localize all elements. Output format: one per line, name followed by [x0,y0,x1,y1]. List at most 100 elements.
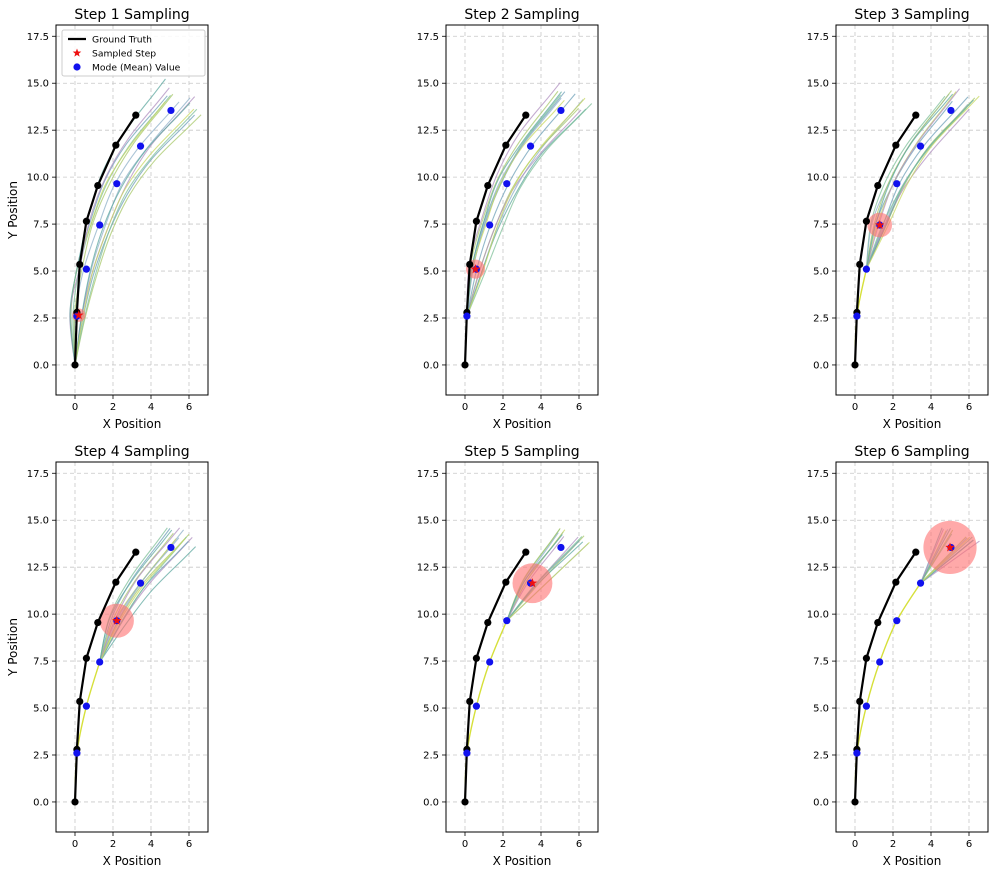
ground-truth-point [76,260,84,269]
mode-point [486,658,494,666]
y-tick-label: 17.5 [807,469,829,480]
y-tick-label: 15.0 [807,79,829,90]
x-tick-label: 2 [110,402,116,413]
ground-truth-point [466,697,474,706]
y-tick-label: 5.0 [33,267,49,278]
sample-trajectory [74,108,198,366]
y-tick-label: 10.0 [27,610,49,621]
subplot-step-4: 0 2 4 6 0.0 2.5 5.0 7.5 10.0 12.5 15.0 17.5 Step 4 S… [6,444,209,868]
mode-point [557,543,565,552]
y-tick-label: 12.5 [807,563,829,574]
x-tick-label: 6 [966,402,972,413]
sample-trajectory [865,95,980,270]
y-tick-label: 0.0 [33,797,49,808]
x-tick-label: 6 [186,839,192,850]
y-tick-label: 7.5 [33,220,49,231]
ground-truth-point [94,181,102,190]
sample-trajectory [74,108,195,366]
y-tick-label: 2.5 [423,750,439,761]
y-tick-label: 17.5 [807,32,829,43]
plot-area [851,520,980,806]
y-tick-label: 17.5 [417,469,439,480]
y-tick-label: 10.0 [417,610,439,621]
sample-trajectory [506,535,585,622]
y-tick-label: 12.5 [27,563,49,574]
mode-point [136,142,145,150]
sample-trajectory [506,534,563,621]
subplot-step-6: 0 2 4 6 0.0 2.5 5.0 7.5 10.0 12.5 15.0 17.5 Step 6 S… [807,444,989,868]
sample-trajectory [466,99,584,317]
ground-truth-point [502,141,510,149]
subplot-title: Step 5 Sampling [464,444,579,460]
x-tick-label: 4 [148,402,154,413]
subplot-title: Step 3 Sampling [854,7,969,23]
subplot-title: Step 2 Sampling [464,7,579,23]
ground-truth-point [874,618,882,627]
x-tick-label: 0 [72,402,78,413]
ground-truth-point [862,217,871,225]
sampled-step-star [470,264,481,274]
x-tick-label: 4 [148,839,154,850]
y-tick-label: 2.5 [813,750,829,761]
legend-ground-truth-label: Ground Truth [92,35,152,46]
x-tick-label: 0 [852,839,858,850]
x-tick-label: 4 [538,839,544,850]
ground-truth-line [73,551,137,802]
y-tick-label: 0.0 [813,360,829,371]
x-tick-label: 4 [538,402,544,413]
ground-truth-point [71,798,79,806]
ground-truth-point [874,181,882,190]
x-axis-label: X Position [103,854,162,868]
y-tick-label: 12.5 [807,126,829,137]
ground-truth-point [892,141,900,149]
y-tick-label: 0.0 [423,797,439,808]
mode-point [503,617,511,625]
y-tick-label: 10.0 [807,610,829,621]
ground-truth-point [522,111,530,119]
legend-frame [61,29,206,77]
mode-point [96,658,104,666]
y-tick-label: 5.0 [423,704,439,715]
y-tick-label: 5.0 [33,704,49,715]
mode-point [557,106,565,115]
sample-trajectory [74,97,191,366]
ground-truth-point [892,578,900,586]
x-tick-label: 0 [462,402,468,413]
mode-point [876,658,884,666]
mode-point [73,749,81,757]
subplot-title: Step 4 Sampling [74,444,189,460]
y-tick-label: 0.0 [423,360,439,371]
sampled-step-star [945,542,955,552]
sample-trajectory [70,101,166,365]
sample-trajectory [865,103,969,270]
x-tick-label: 2 [110,839,116,850]
ground-truth-line [853,114,917,365]
mode-point [463,749,471,757]
axes-frame [55,461,209,833]
y-tick-label: 7.5 [813,220,829,231]
y-tick-label: 17.5 [27,32,49,43]
subplot-title: Step 1 Sampling [74,7,189,23]
legend-sampled-step-swatch [72,48,82,57]
sample-trajectory [865,97,976,270]
mode-point [167,543,175,552]
ground-truth-point [472,217,480,225]
ground-truth-point [82,654,90,662]
ground-truth-point [82,217,90,225]
sample-trajectory [466,97,586,317]
ground-truth-point [912,548,920,556]
sample-trajectory [506,536,583,622]
y-tick-label: 10.0 [27,173,49,184]
plot-area [461,82,593,369]
sample-trajectory [74,96,196,366]
ground-truth-point [112,578,120,586]
ground-truth-point [461,798,469,806]
y-tick-label: 5.0 [813,704,829,715]
y-tick-label: 7.5 [423,220,439,231]
ground-truth-point [472,654,480,662]
axes-frame [835,24,989,396]
y-tick-label: 12.5 [417,126,439,137]
axes-frame [445,461,599,833]
legend-mode-label: Mode (Mean) Value [92,63,181,74]
subplot-step-2: 0 2 4 6 0.0 2.5 5.0 7.5 10.0 12.5 15.0 17.5 Step 2 S… [417,7,599,431]
